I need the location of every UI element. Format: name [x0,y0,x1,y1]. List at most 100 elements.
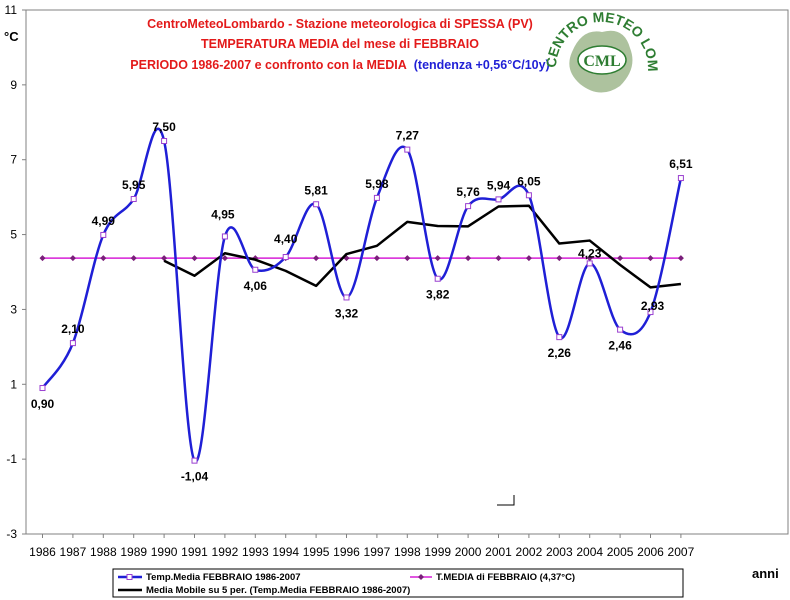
x-tick-label: 2000 [455,545,482,559]
x-tick-label: 2005 [607,545,634,559]
media-point [191,255,198,262]
temp-point [465,203,472,210]
x-tick-label: 2003 [546,545,573,559]
temp-point [161,138,168,144]
legend-item-temp: Temp.Media FEBBRAIO 1986-2007 [118,572,301,583]
y-axis-label: °C [4,29,19,44]
series-layer [39,127,684,464]
temp-point [586,260,593,267]
x-tick-label: 1998 [394,545,421,559]
media-point [100,255,107,262]
media-point [69,255,76,262]
data-label: 2,10 [61,322,85,336]
temp-point [404,146,411,153]
series-line-moving-average [163,204,682,289]
media-point [373,255,380,262]
data-label: 3,82 [426,288,450,302]
legend-label-moving-avg: Media Mobile su 5 per. (Temp.Media FEBBR… [146,585,410,596]
data-label: 2,26 [548,346,572,360]
x-tick-label: 1999 [424,545,451,559]
data-label: 5,98 [365,177,389,191]
temp-point [69,340,76,347]
x-tick-label: 1992 [212,545,239,559]
y-tick-label: 5 [10,228,17,242]
x-tick-label: 1997 [364,545,391,559]
plot-area [25,9,789,535]
temp-point [617,326,624,333]
data-label: 6,51 [669,157,693,171]
temp-point [434,275,441,282]
data-label: 5,76 [456,185,480,199]
legend-item-media: T.MEDIA di FEBBRAIO (4,37°C) [410,572,575,583]
temp-point [525,192,532,199]
temp-point [495,196,502,203]
x-axis-label: anni [752,566,779,581]
x-tick-label: 2007 [668,545,695,559]
legend-box [112,568,684,598]
data-label: 4,95 [211,207,235,221]
data-label: 7,27 [396,129,420,143]
x-tick-label: 1989 [120,545,147,559]
legend-item-moving-avg: Media Mobile su 5 per. (Temp.Media FEBBR… [118,585,410,596]
data-label: 0,90 [31,397,55,411]
chart-title-trend: (tendenza +0,56°C/10y) [414,58,550,72]
x-tick-label: 2001 [485,545,512,559]
x-tick-label: 1995 [303,545,330,559]
media-point [404,255,411,262]
x-tick-label: 1994 [272,545,299,559]
legend: Temp.Media FEBBRAIO 1986-2007 T.MEDIA di… [112,568,684,598]
legend-label-temp: Temp.Media FEBBRAIO 1986-2007 [146,572,301,583]
temp-point [282,254,289,261]
x-axis: 1986 1987 1988 1989 1990 1991 1992 1993 1994 1995… [29,534,695,559]
x-tick-label: 1993 [242,545,269,559]
temp-point [130,196,137,203]
media-point [39,255,46,262]
data-label: 4,06 [244,279,268,293]
data-label: 5,95 [122,178,146,192]
media-point [617,255,624,262]
temp-point [677,175,684,182]
data-label: 7,50 [152,120,176,134]
y-tick-label: 1 [10,377,17,391]
x-tick-label: 1988 [90,545,117,559]
chart-title-line-1: CentroMeteoLombardo - Stazione meteorolo… [147,17,533,31]
data-label: 2,93 [641,299,665,313]
data-label: -1,04 [181,470,209,484]
y-tick-label: 7 [10,153,17,167]
data-labels: 0,90 2,10 4,99 5,95 7,50 -1,04 4,95 4,06 4,40 5,8… [31,120,693,484]
chart-title-line-2: TEMPERATURA MEDIA del mese di FEBBRAIO [201,37,479,51]
y-tick-label: 9 [10,78,17,92]
y-tick-label: 3 [10,302,17,316]
media-point [525,255,532,262]
chart-title-period: PERIODO 1986-2007 e confronto con la MED… [130,58,406,72]
chart-title-line-3: PERIODO 1986-2007 e confronto con la MED… [130,58,549,72]
data-label: 4,23 [578,246,602,260]
y-tick-label: -1 [6,452,17,466]
x-tick-label: 2002 [516,545,543,559]
temp-point [252,266,259,273]
y-tick-label: 11 [5,3,18,17]
y-tick-label: -3 [6,527,17,541]
media-point [495,255,502,262]
media-point [586,255,593,262]
x-tick-label: 2004 [576,545,603,559]
temp-point [343,294,350,301]
logo-monogram: CML [583,53,620,70]
temp-point [39,385,46,392]
x-tick-label: 2006 [637,545,664,559]
data-label: 4,99 [92,214,116,228]
temp-point [556,334,563,341]
x-tick-label: 1996 [333,545,360,559]
temp-point [100,231,107,238]
media-point [556,255,563,262]
media-point [161,255,168,262]
temp-point [373,194,380,201]
x-tick-label: 1990 [151,545,178,559]
x-tick-label: 1986 [29,545,56,559]
x-tick-label: 1991 [181,545,208,559]
data-label: 4,40 [274,232,298,246]
data-label: 3,32 [335,306,359,320]
temp-point [647,309,654,316]
data-label: 5,81 [304,183,328,197]
